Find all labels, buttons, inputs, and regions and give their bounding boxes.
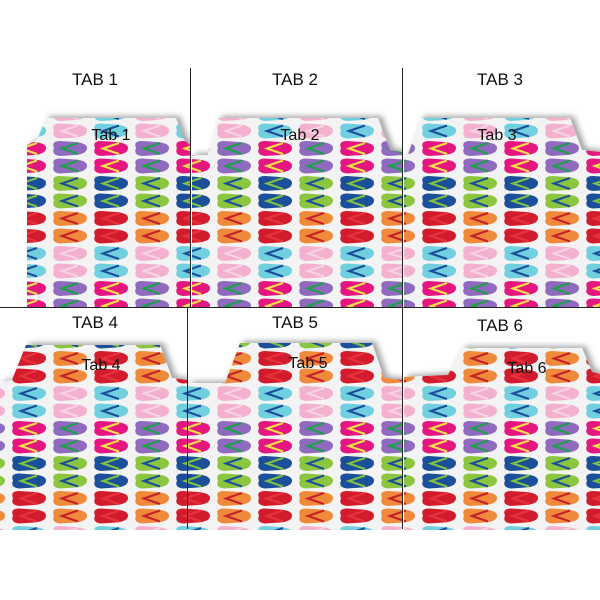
- panel-caption-5: TAB 5: [272, 313, 318, 332]
- folder-panel-1: Tab 1: [27, 118, 190, 307]
- file-folder-2: [192, 118, 402, 307]
- divider: [190, 68, 191, 307]
- tab-label-3: Tab 3: [477, 127, 516, 144]
- file-folder-1: [27, 118, 190, 307]
- panel-caption-6: TAB 6: [477, 316, 523, 335]
- panel-caption-1: TAB 1: [72, 70, 118, 89]
- divider: [187, 307, 188, 529]
- tab-label-1: Tab 1: [91, 127, 130, 144]
- tab-label-5: Tab 5: [288, 355, 327, 372]
- file-folder-5: [188, 343, 402, 530]
- tab-label-4: Tab 4: [81, 357, 120, 374]
- folder-panel-6: Tab 6: [404, 348, 600, 530]
- folder-panel-3: Tab 3: [404, 118, 600, 307]
- folder-panel-2: Tab 2: [192, 118, 402, 307]
- folder-panel-4: Tab 4: [0, 345, 187, 530]
- divider: [402, 307, 403, 529]
- divider: [402, 68, 403, 307]
- panel-caption-4: TAB 4: [72, 313, 118, 332]
- file-folder-4: [0, 345, 187, 530]
- panel-caption-2: TAB 2: [272, 70, 318, 89]
- file-folder-3: [404, 118, 600, 307]
- folder-panel-5: Tab 5: [188, 343, 402, 530]
- tab-label-6: Tab 6: [507, 360, 546, 377]
- file-folder-6: [404, 348, 600, 530]
- divider: [0, 307, 600, 308]
- panel-caption-3: TAB 3: [477, 70, 523, 89]
- tab-label-2: Tab 2: [280, 127, 319, 144]
